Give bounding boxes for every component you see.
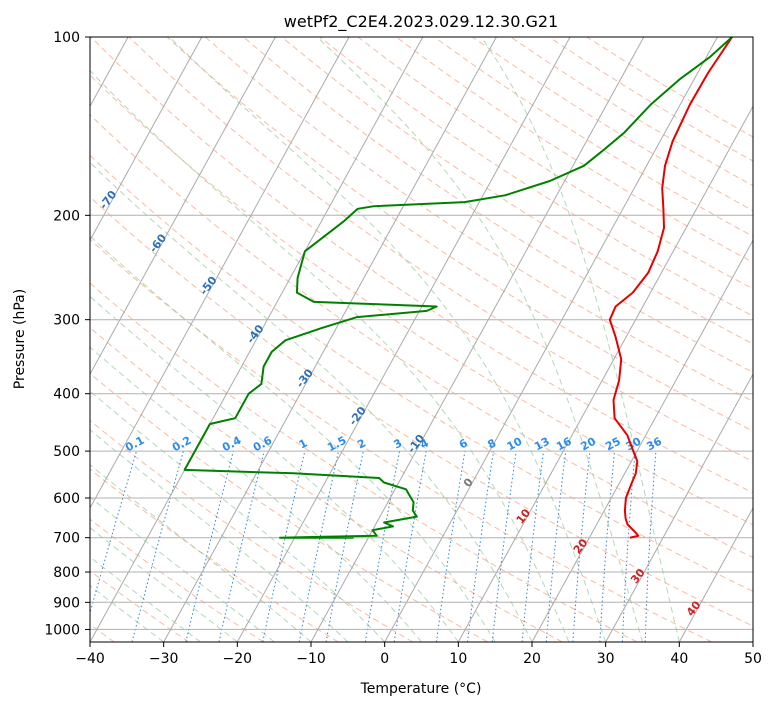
moist-adiabat-line xyxy=(169,37,607,642)
y-tick-label: 600 xyxy=(53,491,80,507)
mixing-ratio-line xyxy=(491,451,517,642)
mixing-ratio-label: 20 xyxy=(578,435,598,454)
x-tick-label: −10 xyxy=(296,651,326,667)
y-axis: 100 200 300 400 500 600 700 800 900 1000 xyxy=(44,30,90,638)
mixing-ratio-line xyxy=(218,450,265,642)
y-tick-label: 900 xyxy=(53,595,80,611)
mixing-ratio-line xyxy=(545,451,567,642)
x-axis-title: Temperature (°C) xyxy=(360,681,482,697)
x-tick-label: 0 xyxy=(380,651,389,667)
dry-adiabat-line xyxy=(90,196,753,627)
dry-adiabat-line xyxy=(90,282,638,642)
mixing-ratio-label: 16 xyxy=(554,435,574,454)
y-tick-label: 300 xyxy=(53,313,80,329)
mixing-ratio-label: 10 xyxy=(505,435,525,454)
moist-adiabat-line xyxy=(90,235,496,642)
profile-series-line xyxy=(183,37,733,539)
isotherm-line xyxy=(457,105,753,642)
x-tick-label: 50 xyxy=(744,651,762,667)
dry-adiabat-line xyxy=(319,37,753,317)
chart-title: wetPf2_C2E4.2023.029.12.30.G21 xyxy=(284,12,558,32)
x-axis: −40 −30 −20 −10 0 10 20 30 40 50 xyxy=(75,642,762,667)
isotherm-line xyxy=(90,37,350,510)
mixing-ratio-label: 13 xyxy=(532,435,552,454)
y-tick-label: 400 xyxy=(53,387,80,403)
plot-area: 0.10.20.40.611.52346810131620253036-100-… xyxy=(90,37,753,642)
x-tick-label: −20 xyxy=(223,651,253,667)
isotherm-line xyxy=(605,373,753,642)
x-tick-label: −30 xyxy=(149,651,179,667)
x-tick-label: 10 xyxy=(449,651,467,667)
mixing-ratio-line xyxy=(572,451,591,642)
y-tick-label: 500 xyxy=(53,444,80,460)
isotherm-line xyxy=(90,37,424,642)
mixing-ratio-line xyxy=(521,451,545,642)
y-tick-label: 100 xyxy=(53,30,80,46)
isotherm-line xyxy=(310,37,645,642)
moist-adiabat-line xyxy=(90,69,570,642)
isotherm-line xyxy=(384,37,718,642)
moist-adiabat-line xyxy=(90,429,349,642)
x-tick-label: 30 xyxy=(597,651,615,667)
y-tick-label: 700 xyxy=(53,531,80,547)
dry-adiabat-line xyxy=(90,327,563,642)
mixing-ratio-line xyxy=(435,451,466,642)
profile-series-line xyxy=(608,37,733,539)
dry-adiabat-line xyxy=(204,37,753,402)
dry-adiabat-line xyxy=(90,372,488,642)
moist-adiabat-line xyxy=(90,295,459,642)
moist-adiabat-line xyxy=(90,390,386,642)
mixing-ratio-line xyxy=(262,450,306,642)
moist-adiabat-line xyxy=(480,37,680,642)
profile-series xyxy=(183,37,733,539)
y-tick-label: 200 xyxy=(53,208,80,224)
moist-adiabat-line xyxy=(90,346,422,642)
dry-adiabat-line xyxy=(90,74,753,526)
plot-frame xyxy=(89,36,754,643)
mixing-ratio-label: 25 xyxy=(603,435,623,454)
isotherm-line xyxy=(531,239,753,642)
dry-adiabat-line xyxy=(90,570,190,642)
isotherm-line xyxy=(236,37,571,642)
x-tick-label: 40 xyxy=(670,651,688,667)
y-axis-title: Pressure (hPa) xyxy=(12,289,28,389)
x-tick-label: 20 xyxy=(523,651,541,667)
y-tick-label: 1000 xyxy=(44,622,80,638)
dry-adiabat-line xyxy=(357,37,753,290)
moist-adiabat-line xyxy=(316,37,643,642)
y-tick-label: 800 xyxy=(53,565,80,581)
dry-adiabat-line xyxy=(166,37,753,432)
moist-adiabat-line xyxy=(90,161,533,642)
isotherm-line xyxy=(678,506,753,642)
dry-adiabat-line xyxy=(90,238,712,642)
mixing-ratio-lines xyxy=(90,450,657,642)
isotherm-line xyxy=(90,37,203,242)
x-tick-label: −40 xyxy=(75,651,105,667)
isotherms xyxy=(90,37,753,642)
isotherm-line xyxy=(90,37,276,376)
mixing-ratio-label: 36 xyxy=(644,435,664,454)
dry-adiabat-line xyxy=(243,37,753,373)
mixing-ratio-line xyxy=(90,450,137,615)
dry-adiabat-line xyxy=(90,154,753,592)
dry-adiabat-line xyxy=(90,518,264,642)
mixing-ratio-line xyxy=(185,450,234,642)
isotherm-line xyxy=(163,37,497,642)
dry-adiabat-line xyxy=(90,468,339,642)
pressure-gridlines xyxy=(90,37,753,630)
mixing-ratio-line xyxy=(467,451,494,642)
